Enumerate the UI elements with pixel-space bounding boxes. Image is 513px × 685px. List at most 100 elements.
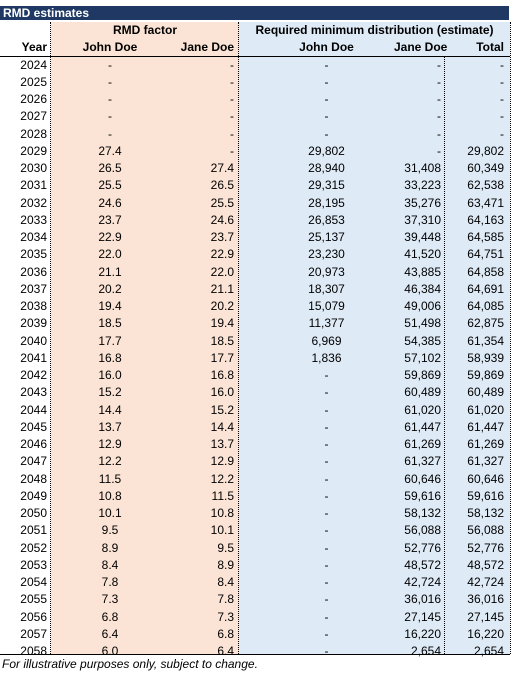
cell-factor-jane: 15.2 — [210, 402, 234, 417]
cell-rmd-john: - — [324, 454, 329, 469]
table-row: 2055 7.3 7.8 - 36,016 36,016 — [0, 591, 510, 608]
cell-rmd-jane: 43,885 — [404, 264, 441, 279]
header-factor-jane: Jane Doe — [180, 40, 234, 55]
cell-rmd-john: - — [324, 506, 329, 520]
cell-total: 64,751 — [467, 247, 504, 262]
cell-total: 36,016 — [467, 592, 504, 607]
cell-factor-john: 17.7 — [98, 333, 122, 348]
cell-year: 2044 — [20, 402, 47, 417]
cell-factor-jane: 26.5 — [210, 178, 234, 193]
cell-year: 2055 — [20, 592, 47, 607]
cell-rmd-jane: - — [437, 126, 441, 141]
cell-total: - — [500, 74, 504, 89]
cell-factor-john: 19.4 — [98, 299, 122, 313]
rmd-factor-shading — [51, 22, 239, 654]
cell-rmd-john: - — [324, 368, 329, 382]
table-row: 2039 18.5 19.4 11,377 51,498 62,875 — [0, 315, 510, 332]
cell-factor-john: 6.4 — [101, 626, 119, 641]
table-row: 2035 22.0 22.9 23,230 41,520 64,751 — [0, 246, 510, 263]
table-row: 2045 13.7 14.4 - 61,447 61,447 — [0, 419, 510, 436]
cell-factor-john: 18.5 — [98, 316, 122, 331]
cell-factor-jane: 16.0 — [210, 385, 234, 400]
bottom-rule — [0, 654, 510, 655]
cell-rmd-jane: 48,572 — [404, 557, 441, 572]
cell-rmd-john: - — [324, 437, 329, 451]
cell-rmd-jane: - — [437, 74, 441, 89]
cell-rmd-john: - — [324, 109, 329, 124]
table-row: 2042 16.0 16.8 - 59,869 59,869 — [0, 367, 510, 384]
cell-factor-john: 16.0 — [98, 368, 122, 382]
table-row: 2034 22.9 23.7 25,137 39,448 64,585 — [0, 229, 510, 246]
table-row: 2041 16.8 17.7 1,836 57,102 58,939 — [0, 350, 510, 367]
cell-rmd-john: 6,969 — [311, 333, 342, 348]
table-row: 2033 23.7 24.6 26,853 37,310 64,163 — [0, 212, 510, 229]
cell-rmd-john: 23,230 — [308, 247, 345, 262]
cell-rmd-jane: 51,498 — [404, 316, 441, 331]
cell-rmd-john: - — [324, 402, 329, 417]
separator-right — [510, 22, 511, 654]
header-rmd-estimate: Required minimum distribution (estimate) — [255, 23, 494, 37]
cell-rmd-jane: 39,448 — [404, 230, 441, 244]
cell-year: 2034 — [20, 230, 47, 244]
cell-factor-john: 12.2 — [98, 454, 122, 469]
cell-year: 2057 — [20, 626, 47, 641]
cell-year: 2052 — [20, 540, 47, 555]
cell-year: 2053 — [20, 557, 47, 572]
cell-total: 62,538 — [467, 178, 504, 193]
cell-rmd-jane: 33,223 — [404, 178, 441, 193]
cell-year: 2026 — [20, 92, 47, 106]
table-row: 2056 6.8 7.3 - 27,145 27,145 — [0, 609, 510, 626]
cell-factor-jane: 24.6 — [210, 212, 234, 227]
cell-year: 2051 — [20, 523, 47, 538]
cell-year: 2028 — [20, 126, 47, 141]
cell-year: 2045 — [20, 419, 47, 434]
cell-rmd-john: 28,940 — [308, 161, 345, 175]
cell-rmd-jane: 16,220 — [404, 626, 441, 641]
cell-total: 64,691 — [467, 281, 504, 296]
cell-rmd-jane: 58,132 — [404, 506, 441, 520]
cell-factor-john: 10.1 — [98, 506, 122, 520]
cell-rmd-john: - — [324, 92, 329, 106]
cell-rmd-john: - — [324, 419, 329, 434]
table-row: 2051 9.5 10.1 - 56,088 56,088 — [0, 522, 510, 539]
cell-total: 58,939 — [467, 350, 504, 365]
table-row: 2027 - - - - - — [0, 108, 510, 125]
cell-factor-jane: 23.7 — [210, 230, 234, 244]
cell-year: 2039 — [20, 316, 47, 331]
cell-factor-john: 13.7 — [98, 419, 122, 434]
cell-rmd-jane: 61,327 — [404, 454, 441, 469]
cell-factor-jane: 7.3 — [217, 609, 234, 624]
cell-rmd-jane: 31,408 — [404, 161, 441, 175]
cell-factor-jane: 25.5 — [210, 195, 234, 210]
table-row: 2032 24.6 25.5 28,195 35,276 63,471 — [0, 195, 510, 212]
cell-year: 2047 — [20, 454, 47, 469]
table-row: 2037 20.2 21.1 18,307 46,384 64,691 — [0, 281, 510, 298]
cell-year: 2049 — [20, 488, 47, 503]
cell-factor-jane: 14.4 — [210, 419, 234, 434]
cell-total: 64,585 — [467, 230, 504, 244]
cell-total: 61,447 — [467, 419, 504, 434]
cell-year: 2040 — [20, 333, 47, 348]
cell-factor-john: 7.3 — [101, 592, 119, 607]
table-title: RMD estimates — [0, 6, 509, 20]
cell-factor-jane: 22.0 — [210, 264, 234, 279]
cell-factor-jane: 19.4 — [210, 316, 234, 331]
cell-factor-john: 26.5 — [98, 161, 122, 175]
cell-year: 2050 — [20, 506, 47, 520]
cell-rmd-john: - — [324, 626, 329, 641]
cell-rmd-jane: 61,269 — [404, 437, 441, 451]
cell-factor-jane: - — [230, 74, 234, 89]
header-rule — [0, 56, 510, 57]
cell-total: 2,654 — [473, 644, 504, 658]
cell-year: 2031 — [20, 178, 47, 193]
cell-rmd-jane: 59,869 — [404, 368, 441, 382]
cell-total: 29,802 — [467, 143, 504, 158]
cell-factor-jane: - — [230, 109, 234, 124]
table-row: 2053 8.4 8.9 - 48,572 48,572 — [0, 557, 510, 574]
cell-rmd-john: 15,079 — [308, 299, 345, 313]
table-row: 2036 21.1 22.0 20,973 43,885 64,858 — [0, 264, 510, 281]
footnote: For illustrative purposes only, subject … — [2, 657, 258, 671]
cell-total: 56,088 — [467, 523, 504, 538]
cell-rmd-jane: 27,145 — [404, 609, 441, 624]
cell-rmd-john: 26,853 — [308, 212, 345, 227]
